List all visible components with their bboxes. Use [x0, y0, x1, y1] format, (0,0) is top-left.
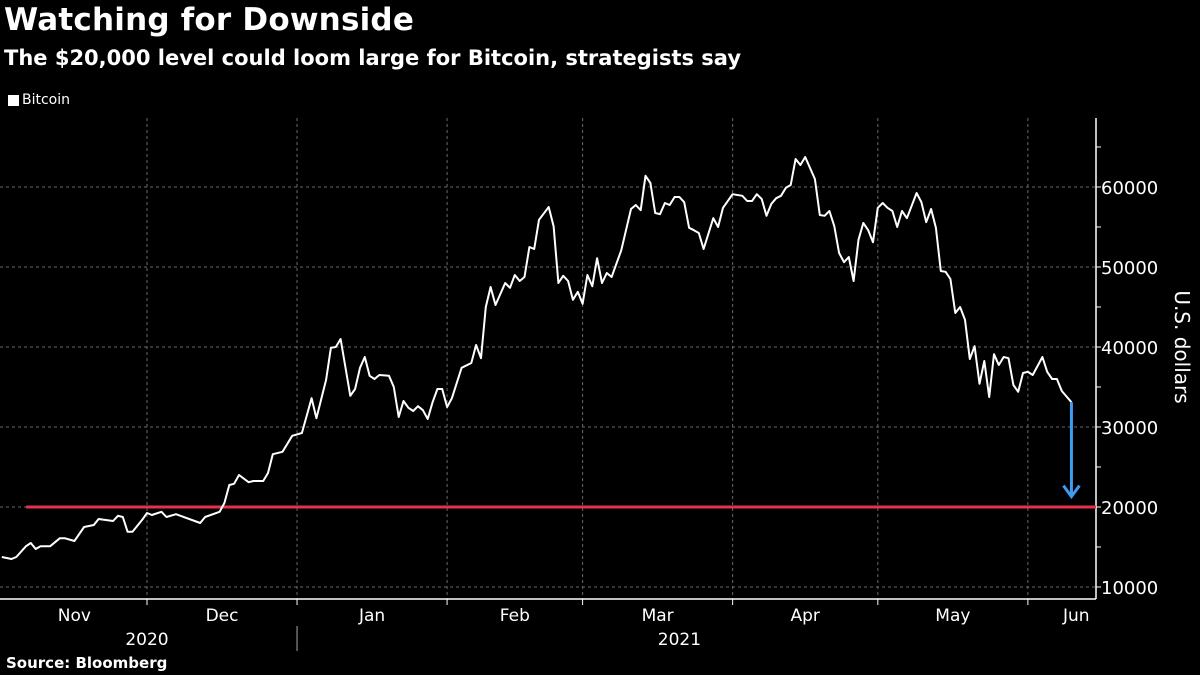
chart-title: Watching for Downside — [4, 2, 415, 38]
chart-subtitle: The $20,000 level could loom large for B… — [4, 46, 742, 70]
x-tick-label: Jun — [1062, 606, 1090, 626]
legend: Bitcoin — [8, 92, 70, 108]
x-tick-label: Mar — [642, 606, 674, 626]
x-tick-label: Jan — [358, 606, 385, 626]
bitcoin-line — [1, 156, 1073, 560]
x-tick-label: Dec — [206, 606, 239, 626]
y-tick-label: 10000 — [1101, 578, 1158, 599]
y-axis-label: U.S. dollars — [1170, 290, 1194, 403]
x-tick-label: Apr — [791, 606, 820, 626]
x-tick-label: Feb — [500, 606, 530, 626]
legend-swatch-bitcoin — [8, 94, 19, 106]
downside-arrow-head — [1062, 484, 1081, 500]
y-tick-label: 40000 — [1101, 338, 1158, 359]
y-tick-label: 30000 — [1101, 418, 1158, 439]
y-tick-label: 20000 — [1101, 498, 1158, 519]
y-tick-label: 60000 — [1101, 178, 1158, 199]
y-tick-label: 50000 — [1101, 258, 1158, 279]
x-tick-label: Nov — [58, 606, 91, 626]
year-label: 2021 — [658, 630, 701, 650]
x-tick-label: May — [935, 606, 970, 626]
legend-label-bitcoin: Bitcoin — [22, 92, 71, 108]
year-label: 2020 — [125, 630, 168, 650]
source-note: Source: Bloomberg — [6, 654, 168, 672]
